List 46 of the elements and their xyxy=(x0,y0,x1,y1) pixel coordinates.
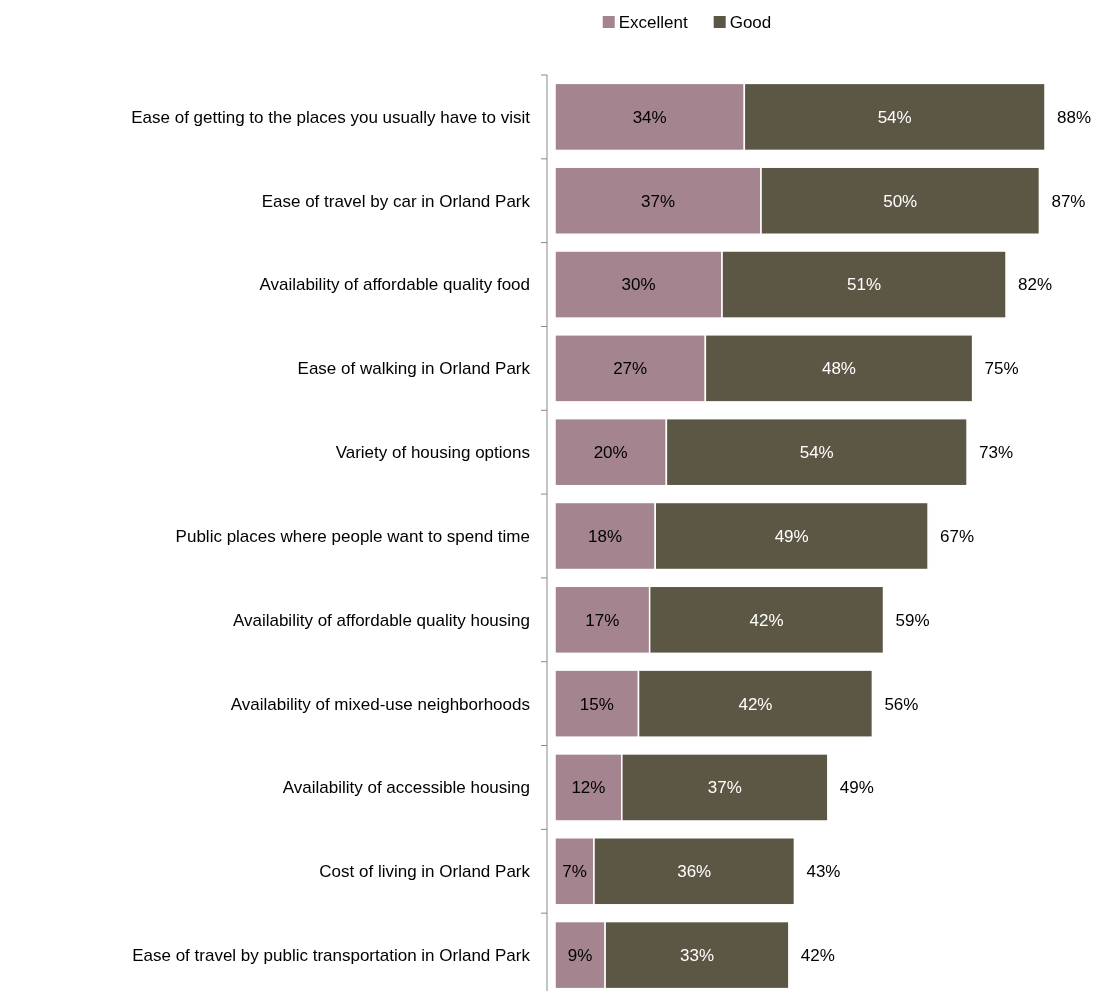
y-tick-label: Ease of walking in Orland Park xyxy=(297,359,531,379)
legend-label: Good xyxy=(729,12,772,32)
y-tick-label: Variety of housing options xyxy=(335,443,530,463)
data-label: 42% xyxy=(749,610,784,630)
total-label: 67% xyxy=(940,526,975,546)
data-label: 12% xyxy=(571,778,606,798)
legend-label: Excellent xyxy=(618,12,688,32)
data-label: 54% xyxy=(877,107,912,127)
total-label: 43% xyxy=(806,862,841,882)
data-label: 51% xyxy=(847,275,882,295)
total-label: 82% xyxy=(1018,275,1053,295)
data-label: 36% xyxy=(677,862,712,882)
data-label: 27% xyxy=(613,359,648,379)
y-tick-label: Availability of affordable quality housing xyxy=(232,610,530,630)
data-label: 48% xyxy=(821,359,856,379)
y-tick-label: Ease of travel by car in Orland Park xyxy=(261,191,531,211)
y-tick-label: Availability of accessible housing xyxy=(282,778,530,798)
y-tick-label: Availability of affordable quality food xyxy=(259,275,530,295)
data-label: 49% xyxy=(774,526,809,546)
total-label: 56% xyxy=(884,694,919,714)
total-label: 88% xyxy=(1057,107,1092,127)
y-tick-label: Public places where people want to spend time xyxy=(175,526,530,546)
total-label: 42% xyxy=(800,946,835,966)
y-tick-label: Cost of living in Orland Park xyxy=(319,862,531,882)
total-label: 87% xyxy=(1051,191,1086,211)
data-label: 7% xyxy=(562,862,587,882)
y-tick-label: Ease of travel by public transportation in Orland Park xyxy=(132,946,531,966)
total-label: 75% xyxy=(984,359,1019,379)
data-label: 17% xyxy=(585,610,620,630)
data-label: 50% xyxy=(883,191,918,211)
y-tick-label: Ease of getting to the places you usually have to visit xyxy=(131,107,531,127)
y-tick-label: Availability of mixed-use neighborhoods xyxy=(230,694,530,714)
data-label: 18% xyxy=(588,526,623,546)
data-label: 9% xyxy=(567,946,593,966)
data-label: 37% xyxy=(641,191,676,211)
data-label: 15% xyxy=(579,694,614,714)
total-label: 49% xyxy=(839,778,874,798)
data-label: 33% xyxy=(679,946,714,966)
data-label: 34% xyxy=(632,107,667,127)
data-label: 30% xyxy=(621,275,656,295)
data-label: 54% xyxy=(799,443,834,463)
total-label: 73% xyxy=(979,443,1014,463)
data-label: 20% xyxy=(593,443,628,463)
data-label: 37% xyxy=(707,778,742,798)
total-label: 59% xyxy=(895,610,930,630)
data-label: 42% xyxy=(738,694,773,714)
